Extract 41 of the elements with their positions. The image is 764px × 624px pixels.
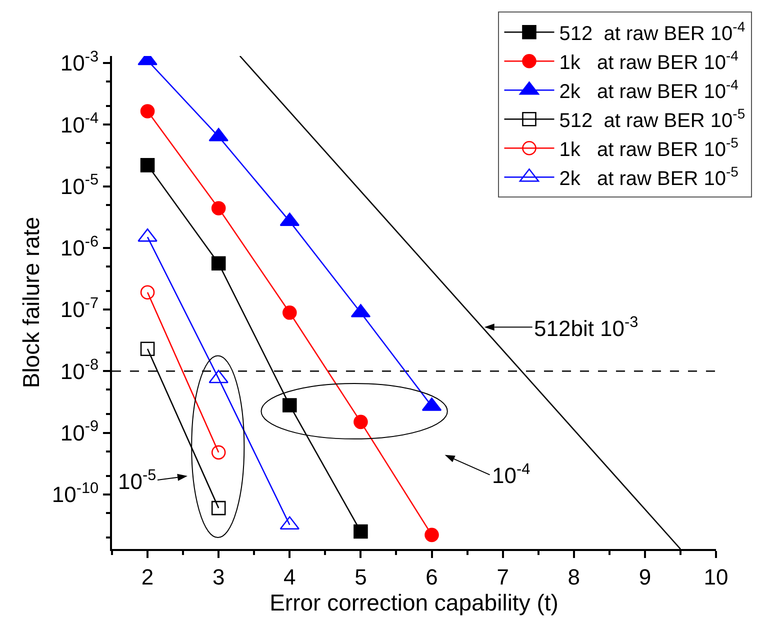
x-axis-title: Error correction capability (t) (270, 590, 558, 616)
point (424, 528, 439, 542)
y-tick-label: 10$^{-10}$ (52, 480, 99, 508)
legend-label: 1k at raw BER 10$^{-4}$ (559, 48, 739, 74)
point (211, 500, 226, 516)
x-tick-label: 7 (496, 564, 509, 590)
point (140, 342, 155, 356)
point (354, 414, 368, 430)
point (211, 256, 226, 271)
x-tick-label: 4 (284, 564, 296, 590)
point (282, 305, 297, 320)
x-tick-label: 5 (354, 564, 367, 590)
y-tick-label: 10$^{-4}$ (60, 110, 100, 138)
x-tick-label: 10 (704, 564, 728, 590)
y-axis-title: Block failure rate (18, 216, 44, 388)
x-tick-label: 3 (212, 564, 225, 590)
legend-label: 2k at raw BER 10$^{-4}$ (559, 76, 739, 103)
point (140, 158, 155, 172)
legend-label: 2k at raw BER 10$^{-5}$ (559, 164, 739, 190)
x-tick-label: 8 (568, 564, 580, 590)
annotation: 10$^{-5}$ (118, 467, 156, 494)
point (140, 104, 155, 118)
legend-label: 1k at raw BER 10$^{-5}$ (559, 134, 739, 161)
y-tick-label: 10$^{-8}$ (60, 356, 99, 384)
y-tick-label: 10$^{-5}$ (60, 172, 99, 199)
legend-label: 512bit 10$^{-3}$ (534, 314, 638, 342)
y-tick-label: 10$^{-7}$ (60, 294, 99, 322)
point (354, 524, 368, 539)
y-tick-label: 10$^{-9}$ (60, 418, 99, 446)
point (140, 285, 155, 300)
point (282, 398, 297, 412)
point (211, 445, 226, 460)
x-tick-label: 2 (141, 564, 154, 590)
legend-label: 512 at raw BER 10$^{-4}$ (559, 18, 746, 45)
y-tick-label: 10$^{-6}$ (60, 233, 99, 261)
y-tick-label: 10$^{-3}$ (60, 48, 99, 76)
point (211, 201, 226, 216)
x-tick-label: 9 (638, 564, 652, 590)
legend-label: 512 at raw BER 10$^{-5}$ (559, 106, 746, 132)
x-tick-label: 6 (426, 564, 438, 590)
annotation: 10$^{-4}$ (492, 461, 531, 488)
